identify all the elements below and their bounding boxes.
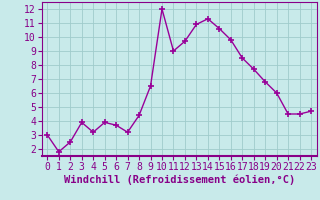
X-axis label: Windchill (Refroidissement éolien,°C): Windchill (Refroidissement éolien,°C) <box>64 174 295 185</box>
